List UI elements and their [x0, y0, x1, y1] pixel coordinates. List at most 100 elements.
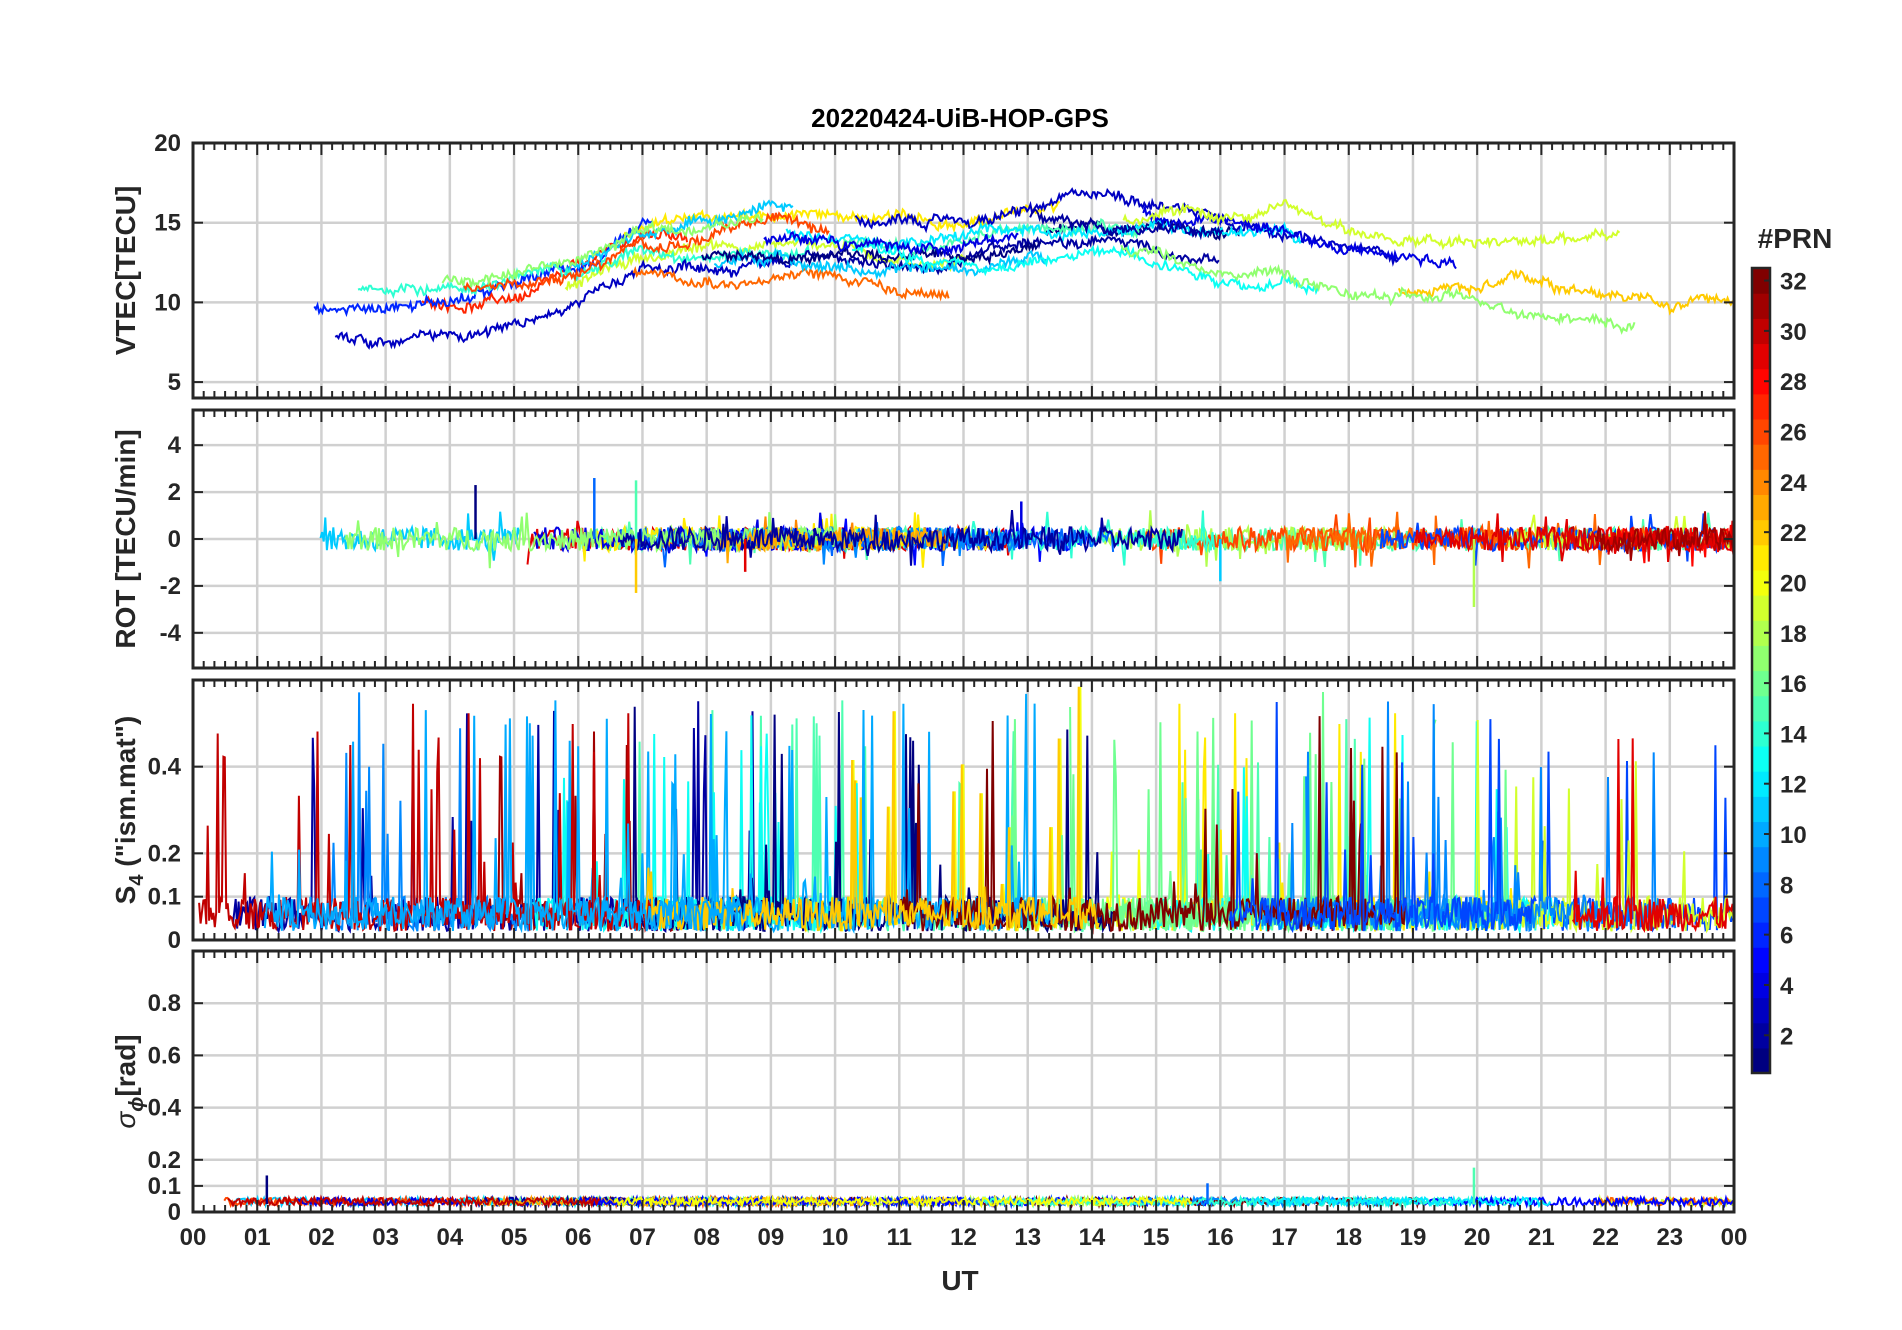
- colorbar-segment: [1752, 947, 1770, 973]
- series-prn-trace: [1253, 1195, 1552, 1209]
- series-prn-trace: [644, 686, 1100, 933]
- colorbar-tick-label: 4: [1780, 973, 1794, 1000]
- colorbar-segment: [1752, 972, 1770, 999]
- x-tick-label: 09: [758, 1224, 785, 1251]
- y-axis-label: VTEC[TECU]: [110, 186, 141, 356]
- colorbar-segment: [1752, 1022, 1770, 1049]
- colorbar-tick-label: 8: [1780, 872, 1793, 899]
- x-tick-label: 01: [244, 1224, 271, 1251]
- y-axis-label: S4 ("ism.mat"): [110, 716, 148, 905]
- panel-sigma: 00.10.2 0.4 0.6 0.8σϕ[rad]: [110, 949, 1736, 1226]
- minor-ticks: [192, 951, 1735, 1213]
- colorbar-segment: [1752, 595, 1770, 621]
- colorbar-segment: [1752, 645, 1770, 672]
- series-prn-trace: [632, 266, 950, 302]
- colorbar-segment: [1752, 268, 1770, 294]
- x-tick-label: 03: [372, 1224, 399, 1251]
- colorbar-segment: [1752, 318, 1770, 345]
- x-tick-label: 20: [1464, 1224, 1491, 1251]
- colorbar-frame: [1750, 266, 1772, 1075]
- series-group: [198, 686, 1734, 935]
- colorbar-tick-label: 12: [1780, 772, 1807, 799]
- x-tick-label: 21: [1528, 1224, 1555, 1251]
- series-prn-trace: [334, 253, 795, 350]
- series-prn-trace: [613, 1194, 1193, 1209]
- panel-s4: 0 0.1 0.2 0.4S4 ("ism.mat"): [110, 678, 1736, 954]
- series-prn-trace: [263, 700, 742, 934]
- colorbar-segment: [1752, 846, 1770, 873]
- panel-vtec: 5 10 15 20 VTEC[TECU]: [110, 130, 1736, 400]
- colorbar-tick-label: 22: [1780, 520, 1807, 547]
- colorbar-segment: [1752, 544, 1770, 571]
- colorbar-tick-label: 2: [1780, 1023, 1793, 1050]
- series-prn-trace: [1029, 208, 1224, 241]
- series-prn-trace: [1228, 701, 1537, 933]
- x-tick-label: 04: [436, 1224, 463, 1251]
- x-axis-label: UT: [941, 1265, 978, 1296]
- colorbar-segment: [1752, 871, 1770, 898]
- colorbar-segment: [1752, 745, 1770, 772]
- x-tick-label: 07: [629, 1224, 656, 1251]
- series-prn-trace: [701, 240, 1042, 266]
- series-prn-trace: [565, 693, 1055, 935]
- series-group: [319, 478, 1734, 608]
- colorbar-segment: [1752, 922, 1770, 948]
- series-prn-trace: [1412, 1194, 1734, 1209]
- series-prn-trace: [198, 703, 654, 933]
- colorbar-segment: [1752, 620, 1770, 646]
- series-prn-trace: [533, 512, 859, 555]
- colorbar-segment: [1752, 821, 1770, 848]
- colorbar-segment: [1752, 720, 1770, 747]
- series-prn-trace: [851, 241, 1320, 296]
- colorbar-segment: [1752, 418, 1770, 445]
- colorbar-tick-label: 26: [1780, 420, 1807, 447]
- series-prn-trace: [854, 187, 1399, 267]
- colorbar-tick-label: 18: [1780, 621, 1807, 648]
- colorbar-segment: [1752, 896, 1770, 923]
- series-group: [313, 187, 1734, 350]
- colorbar-segment: [1752, 771, 1770, 797]
- minor-ticks: [192, 142, 1735, 398]
- x-tick-label: 16: [1207, 1224, 1234, 1251]
- colorbar-tick-label: 20: [1780, 570, 1807, 597]
- x-tick-label: 02: [308, 1224, 335, 1251]
- colorbar-segment: [1752, 519, 1770, 546]
- x-tick-label: 17: [1271, 1224, 1298, 1251]
- colorbar-label: #PRN: [1758, 223, 1833, 254]
- colorbar-tick-label: 14: [1780, 721, 1807, 748]
- colorbar-segment: [1752, 670, 1770, 697]
- minor-ticks: [192, 410, 1735, 668]
- x-tick-label: 08: [693, 1224, 720, 1251]
- y-tick-label: 0.2: [148, 1147, 181, 1174]
- y-tick-label: 0.2: [148, 840, 181, 867]
- y-axis-label: ROT [TECU/min]: [110, 429, 141, 648]
- series-prn-trace: [1120, 244, 1636, 335]
- minor-ticks: [192, 680, 1735, 941]
- x-tick-label: 12: [950, 1224, 977, 1251]
- x-tick-label: 19: [1400, 1224, 1427, 1251]
- y-tick-label: 0: [168, 526, 181, 553]
- x-tick-label: 18: [1335, 1224, 1362, 1251]
- colorbar-tick-label: 24: [1780, 470, 1807, 497]
- colorbar-segment: [1752, 393, 1770, 420]
- series-prn-trace: [1122, 198, 1621, 251]
- colorbar-segment: [1752, 444, 1770, 470]
- series-prn-trace: [1142, 203, 1457, 270]
- series-prn-trace: [804, 234, 1220, 276]
- series-prn-trace: [1397, 268, 1734, 316]
- y-tick-label: 4: [168, 432, 182, 459]
- colorbar-tick-label: 28: [1780, 369, 1807, 396]
- x-tick-label: 22: [1592, 1224, 1619, 1251]
- x-axis: 00 01 02 03 04 05 06 07 08 09 10 11 12 13 14 15 16 17 18 19…: [180, 1224, 1748, 1251]
- x-tick-label: 06: [565, 1224, 592, 1251]
- colorbar-segment: [1752, 997, 1770, 1024]
- y-tick-label: 0.4: [148, 1095, 182, 1122]
- x-tick-label: 10: [822, 1224, 849, 1251]
- series-prn-trace: [463, 211, 830, 293]
- panel-rot: -4 -2 0 2 4 ROT [TECU/min]: [110, 408, 1736, 670]
- colorbar-segment: [1752, 293, 1770, 319]
- y-tick-label: 5: [168, 369, 181, 396]
